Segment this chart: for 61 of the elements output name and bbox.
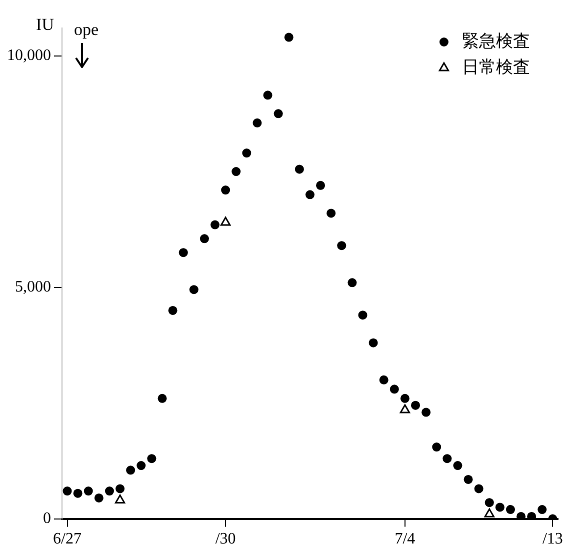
point: [274, 109, 283, 118]
point: [136, 461, 146, 470]
point: [305, 190, 314, 200]
point: [178, 248, 188, 258]
point: [348, 278, 357, 288]
point: [242, 148, 252, 158]
point: [442, 454, 452, 464]
point: [484, 498, 494, 508]
point: [263, 90, 272, 100]
point: [368, 338, 378, 348]
x-tick-label: /13: [542, 530, 563, 548]
point: [94, 493, 104, 502]
y-axis-title: IU: [36, 14, 54, 34]
point: [73, 488, 82, 498]
x-tick-label: 6/27: [53, 530, 82, 548]
point: [495, 502, 504, 512]
point: [62, 486, 72, 496]
point: [126, 466, 136, 475]
point: [506, 505, 515, 514]
x-tick-label: 7/4: [394, 530, 416, 548]
point: [232, 167, 241, 176]
point: [464, 474, 473, 484]
point: [189, 285, 198, 294]
point: [474, 484, 484, 494]
point: [432, 442, 442, 452]
point: [422, 408, 431, 417]
point: [158, 394, 167, 403]
legend-label: 日常検査: [462, 57, 530, 78]
point: [294, 164, 304, 174]
point: [221, 186, 230, 195]
point: [84, 486, 93, 496]
annotation: ope: [74, 20, 99, 40]
point: [114, 494, 126, 504]
y-tick-label: 10,000: [7, 46, 51, 64]
point: [411, 400, 420, 410]
point: [484, 508, 494, 518]
point: [379, 375, 388, 384]
y-tick-label: 0: [43, 510, 51, 528]
y-tick-label: 5,000: [15, 278, 51, 296]
point: [200, 234, 209, 244]
legend-label: 緊急検査: [462, 31, 530, 52]
point: [116, 484, 125, 494]
point: [400, 404, 410, 414]
point: [400, 394, 410, 403]
point: [337, 241, 346, 250]
point: [516, 512, 526, 519]
point: [210, 220, 220, 230]
point: [147, 454, 156, 464]
point: [538, 505, 547, 514]
point: [358, 310, 368, 320]
point: [453, 461, 462, 470]
point: [527, 512, 536, 519]
x-tick-label: /30: [215, 530, 236, 548]
point: [390, 384, 399, 394]
point: [220, 216, 231, 226]
point: [316, 180, 326, 190]
point: [284, 32, 294, 42]
point: [104, 486, 114, 496]
point: [252, 118, 262, 128]
point: [168, 306, 178, 315]
point: [326, 208, 336, 218]
